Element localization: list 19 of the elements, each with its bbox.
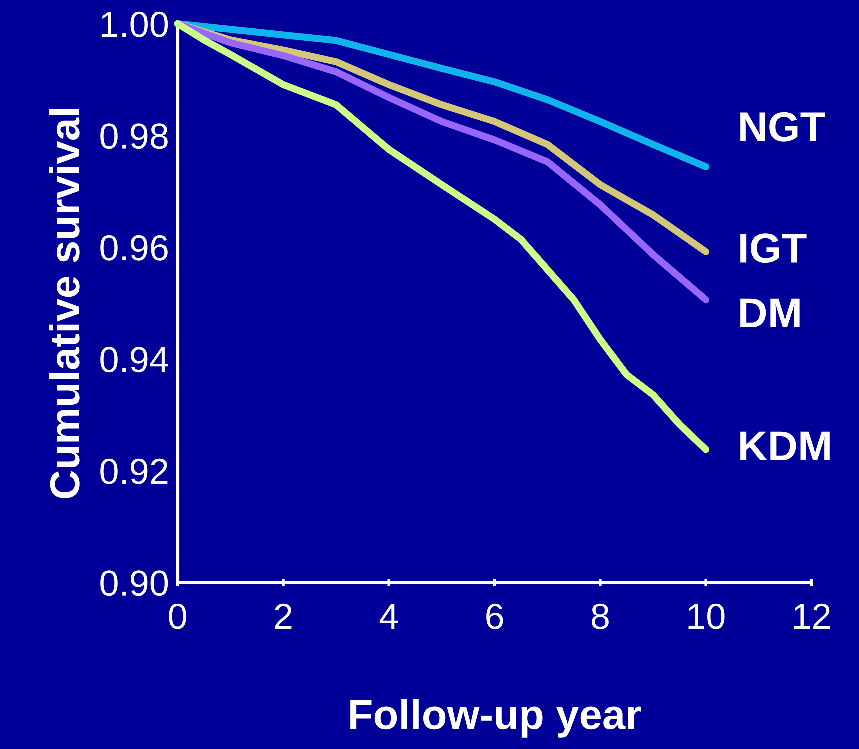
- y-tick-label: 0.94: [100, 347, 168, 373]
- x-tick-label: 10: [688, 604, 725, 630]
- series-label: DM: [740, 298, 800, 328]
- x-tick-label: 8: [592, 604, 609, 630]
- x-axis-title: Follow-up year: [350, 699, 642, 738]
- y-tick-label: 0.92: [100, 458, 168, 484]
- y-tick-label: 1.00: [102, 12, 168, 38]
- y-tick-label: 0.90: [100, 570, 168, 596]
- y-axis-title: Cumulative survival: [49, 109, 80, 498]
- x-tick-label: 6: [486, 604, 504, 630]
- y-tick-label: 0.96: [100, 235, 168, 261]
- series-label: KDM: [740, 432, 830, 461]
- x-tick-label: 12: [794, 604, 830, 630]
- x-tick-label: 0: [169, 604, 186, 630]
- y-tick-label: 0.98: [100, 124, 168, 150]
- x-tick-label: 2: [275, 604, 292, 630]
- x-tick-label: 4: [380, 604, 398, 630]
- series-label: IGT: [740, 234, 807, 264]
- series-label: NGT: [740, 112, 826, 142]
